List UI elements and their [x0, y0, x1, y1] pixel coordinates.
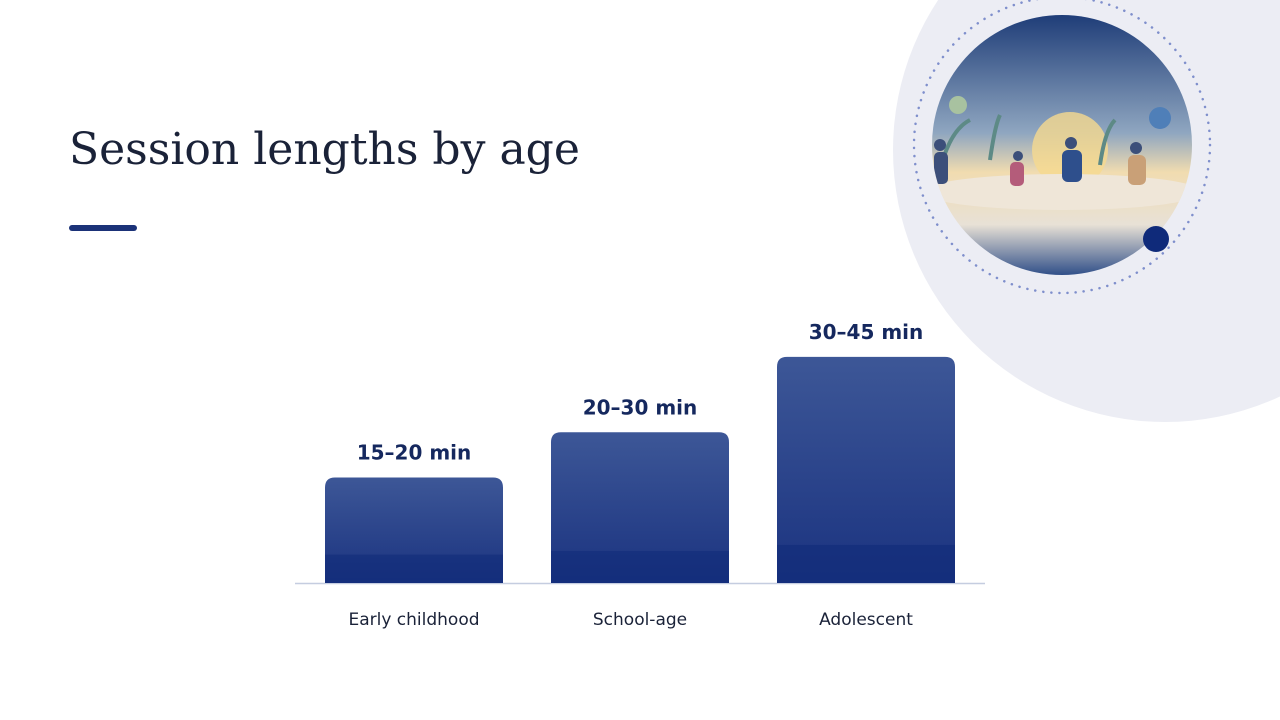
title-accent: [69, 225, 137, 231]
x-tick-label: Early childhood: [348, 610, 479, 630]
bar: [551, 432, 729, 583]
bar-base: [777, 544, 955, 583]
dotted-ring: [912, 0, 1212, 295]
bar-base: [551, 550, 729, 583]
x-tick-label: School-age: [593, 610, 687, 630]
value-label: 20–30 min: [583, 395, 698, 419]
value-label: 30–45 min: [809, 320, 924, 344]
bar: [777, 356, 955, 583]
chart-title: Session lengths by age: [69, 124, 580, 175]
value-label: 15–20 min: [357, 440, 472, 464]
illustration: [932, 15, 1192, 275]
accent-dot: [1143, 226, 1169, 252]
bar-base: [325, 554, 503, 583]
x-tick-label: Adolescent: [819, 610, 913, 630]
